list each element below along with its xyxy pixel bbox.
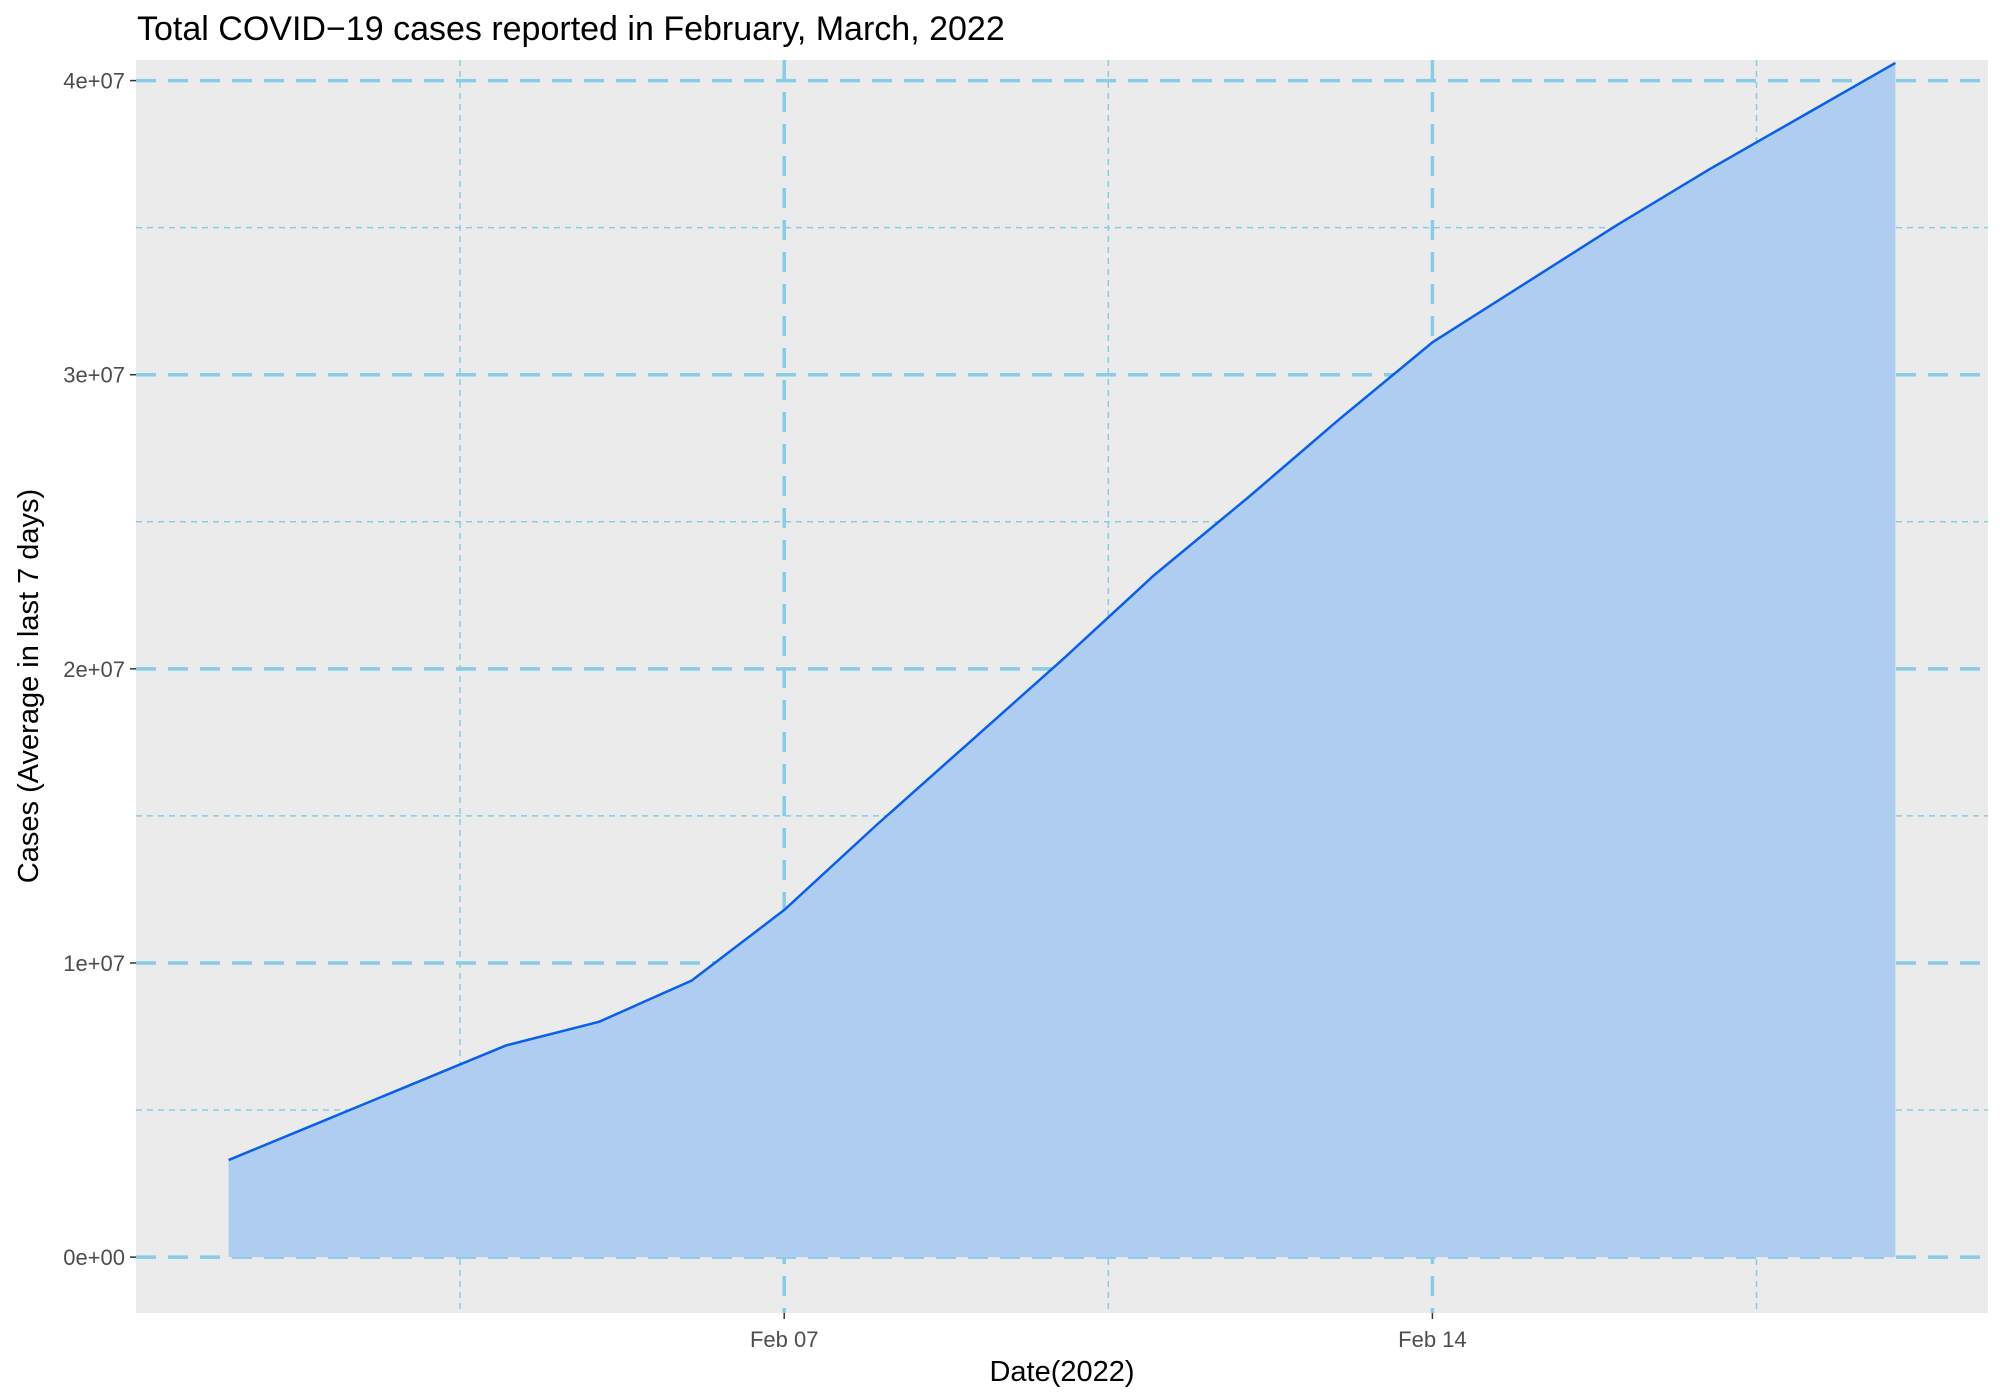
y-tick-label: 1e+07	[63, 951, 125, 976]
chart-title: Total COVID−19 cases reported in Februar…	[137, 10, 1005, 48]
y-axis: 0e+00 1e+07 2e+07 3e+07 4e+07	[63, 69, 136, 1270]
series-layer	[228, 61, 1897, 1258]
x-axis: Feb 07 Feb 14	[750, 1313, 1467, 1352]
x-tick-label: Feb 07	[750, 1327, 819, 1352]
x-tick-label: Feb 14	[1398, 1327, 1467, 1352]
y-tick-label: 0e+00	[63, 1245, 125, 1270]
y-tick-label: 3e+07	[63, 363, 125, 388]
y-axis-title: Cases (Average in last 7 days)	[13, 489, 45, 883]
y-tick-label: 4e+07	[63, 69, 125, 94]
x-axis-title: Date(2022)	[989, 1356, 1134, 1388]
y-tick-label: 2e+07	[63, 657, 125, 682]
series-line	[228, 61, 1897, 1162]
